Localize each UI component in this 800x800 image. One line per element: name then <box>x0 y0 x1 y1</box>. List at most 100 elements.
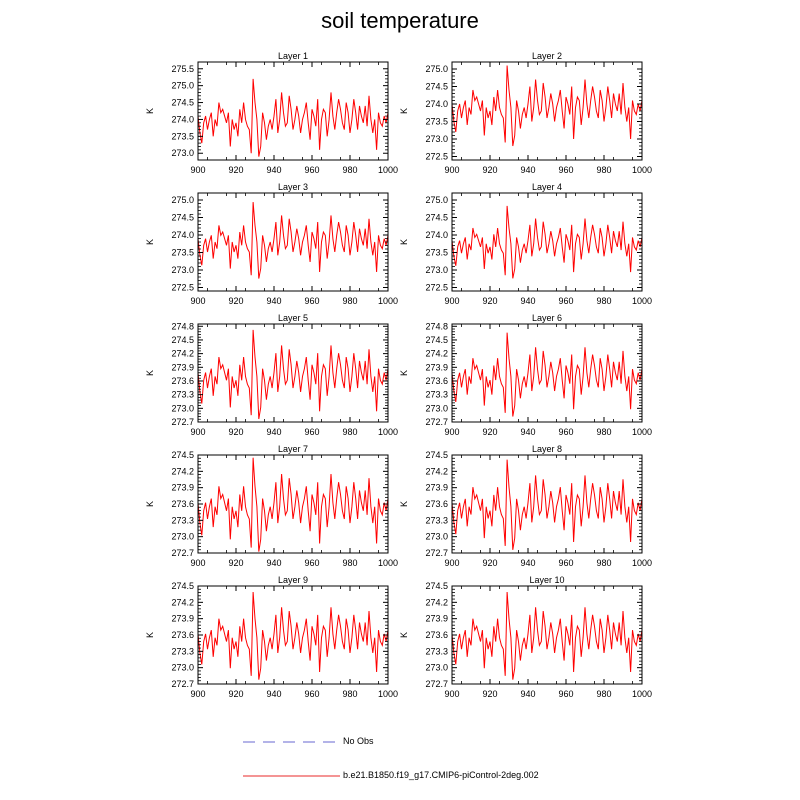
y-tick-label: 273.3 <box>171 515 194 525</box>
x-tick-label: 920 <box>228 558 243 568</box>
x-tick-label: 960 <box>304 427 319 437</box>
x-tick-label: 960 <box>304 558 319 568</box>
x-tick-label: 960 <box>558 427 573 437</box>
x-tick-label: 940 <box>266 165 281 175</box>
x-tick-label: 900 <box>444 689 459 699</box>
y-tick-label: 273.9 <box>425 362 448 372</box>
y-tick-label: 273.0 <box>171 148 194 158</box>
panel-frame <box>197 323 389 423</box>
panel-frame <box>197 585 389 685</box>
x-tick-label: 1000 <box>378 427 398 437</box>
panel-layer-9: Layer 9 900 920 940 960 980 1000 272.7 273.0 273.… <box>145 575 398 699</box>
y-tick-label: 274.5 <box>171 450 194 460</box>
x-tick-label: 1000 <box>632 165 652 175</box>
y-tick-label: 274.2 <box>171 597 194 607</box>
panel-title: Layer 9 <box>278 575 308 585</box>
panel-frame <box>451 454 643 554</box>
x-tick-label: 920 <box>482 427 497 437</box>
panel-frame <box>197 61 389 161</box>
series-line <box>197 329 389 420</box>
y-tick-label: 273.3 <box>171 390 194 400</box>
x-tick-label: 960 <box>304 689 319 699</box>
y-tick-label: 274.5 <box>171 335 194 345</box>
chart-title: soil temperature <box>321 8 479 33</box>
y-tick-label: 273.0 <box>425 265 448 275</box>
x-tick-label: 1000 <box>378 558 398 568</box>
x-tick-label: 980 <box>342 296 357 306</box>
x-tick-label: 960 <box>558 165 573 175</box>
x-tick-label: 1000 <box>378 296 398 306</box>
x-tick-label: 980 <box>342 427 357 437</box>
y-tick-label: 275.0 <box>171 195 194 205</box>
y-tick-label: 274.5 <box>425 82 448 92</box>
x-tick-label: 920 <box>228 689 243 699</box>
x-tick-label: 960 <box>558 558 573 568</box>
y-tick-label: 273.6 <box>425 376 448 386</box>
y-tick-label: 274.5 <box>425 213 448 223</box>
panel-title: Layer 10 <box>529 575 564 585</box>
panel-title: Layer 1 <box>278 51 308 61</box>
x-tick-label: 920 <box>482 558 497 568</box>
y-tick-label: 273.6 <box>171 630 194 640</box>
series-line <box>197 591 389 680</box>
y-tick-label: 275.0 <box>171 81 194 91</box>
x-tick-label: 900 <box>190 689 205 699</box>
y-axis-label: K <box>399 632 409 638</box>
y-axis-label: K <box>145 239 155 245</box>
x-tick-label: 960 <box>558 296 573 306</box>
y-tick-label: 274.2 <box>171 349 194 359</box>
x-tick-label: 940 <box>266 558 281 568</box>
x-tick-label: 980 <box>596 427 611 437</box>
y-tick-label: 273.5 <box>425 117 448 127</box>
panel-layer-6: Layer 6 900 920 940 960 980 1000 272.7 273.0 273.… <box>399 313 652 437</box>
x-tick-label: 940 <box>520 296 535 306</box>
series-line <box>197 202 389 279</box>
x-tick-label: 980 <box>596 689 611 699</box>
y-tick-label: 274.0 <box>171 230 194 240</box>
x-tick-label: 920 <box>228 296 243 306</box>
y-tick-label: 274.5 <box>425 450 448 460</box>
series-line <box>451 332 643 417</box>
x-tick-label: 1000 <box>378 165 398 175</box>
x-tick-label: 940 <box>266 689 281 699</box>
y-tick-label: 273.0 <box>425 663 448 673</box>
panel-frame <box>451 323 643 423</box>
x-tick-label: 900 <box>190 427 205 437</box>
y-tick-label: 272.7 <box>171 679 194 689</box>
series-line <box>451 591 643 680</box>
y-tick-label: 272.7 <box>425 417 448 427</box>
x-tick-label: 1000 <box>632 558 652 568</box>
y-tick-label: 272.5 <box>171 283 194 293</box>
y-tick-label: 274.5 <box>425 581 448 591</box>
y-tick-label: 273.9 <box>171 483 194 493</box>
panel-layer-2: Layer 2 900 920 940 960 980 1000 272.5 273.0 273.… <box>399 51 652 175</box>
panel-title: Layer 4 <box>532 182 562 192</box>
panel-title: Layer 7 <box>278 444 308 454</box>
x-tick-label: 980 <box>342 165 357 175</box>
series-line <box>197 78 389 157</box>
y-tick-label: 274.0 <box>425 230 448 240</box>
panel-layer-4: Layer 4 900 920 940 960 980 1000 272.5 273.0 273.… <box>399 182 652 306</box>
y-tick-label: 274.8 <box>171 321 194 331</box>
series-line <box>451 65 643 147</box>
y-tick-label: 273.0 <box>425 134 448 144</box>
panel-frame <box>197 454 389 554</box>
x-tick-label: 940 <box>266 296 281 306</box>
y-tick-label: 274.5 <box>171 213 194 223</box>
y-tick-label: 272.5 <box>425 152 448 162</box>
panel-layer-7: Layer 7 900 920 940 960 980 1000 272.7 273.0 273.… <box>145 444 398 568</box>
y-tick-label: 273.0 <box>425 532 448 542</box>
x-tick-label: 920 <box>228 165 243 175</box>
y-tick-label: 274.5 <box>171 581 194 591</box>
y-tick-label: 274.2 <box>425 597 448 607</box>
y-tick-label: 272.7 <box>425 679 448 689</box>
panel-layer-10: Layer 10 900 920 940 960 980 1000 272.7 273.0 273… <box>399 575 652 699</box>
x-tick-label: 900 <box>190 165 205 175</box>
y-axis-label: K <box>399 501 409 507</box>
x-tick-label: 960 <box>558 689 573 699</box>
y-tick-label: 272.7 <box>171 417 194 427</box>
x-tick-label: 900 <box>444 165 459 175</box>
y-tick-label: 274.2 <box>425 349 448 359</box>
y-tick-label: 273.3 <box>425 390 448 400</box>
panel-title: Layer 6 <box>532 313 562 323</box>
